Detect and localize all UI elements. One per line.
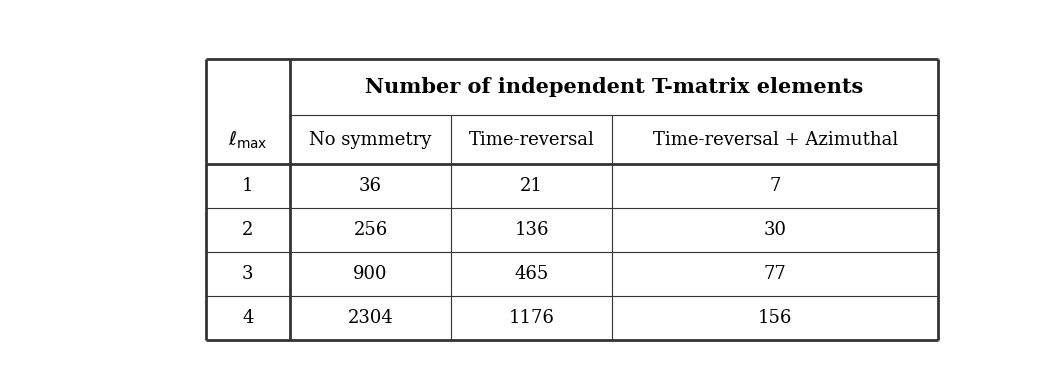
Text: 2304: 2304 [347,309,393,327]
Text: 30: 30 [763,221,787,239]
Text: 21: 21 [521,177,543,195]
Text: No symmetry: No symmetry [309,131,432,149]
Text: 136: 136 [514,221,549,239]
Text: 156: 156 [758,309,792,327]
Text: 256: 256 [354,221,388,239]
Text: 36: 36 [359,177,382,195]
Text: 4: 4 [242,309,253,327]
Text: 2: 2 [242,221,253,239]
Text: 77: 77 [763,265,787,283]
Text: 1176: 1176 [509,309,554,327]
Text: Time-reversal + Azimuthal: Time-reversal + Azimuthal [653,131,898,149]
Text: Time-reversal: Time-reversal [469,131,595,149]
Text: 900: 900 [353,265,388,283]
Text: Number of independent T-matrix elements: Number of independent T-matrix elements [365,77,863,97]
Text: 3: 3 [242,265,253,283]
Text: 7: 7 [770,177,780,195]
Text: $\ell_{\mathrm{max}}$: $\ell_{\mathrm{max}}$ [228,129,267,151]
Text: 465: 465 [514,265,549,283]
Text: 1: 1 [242,177,253,195]
